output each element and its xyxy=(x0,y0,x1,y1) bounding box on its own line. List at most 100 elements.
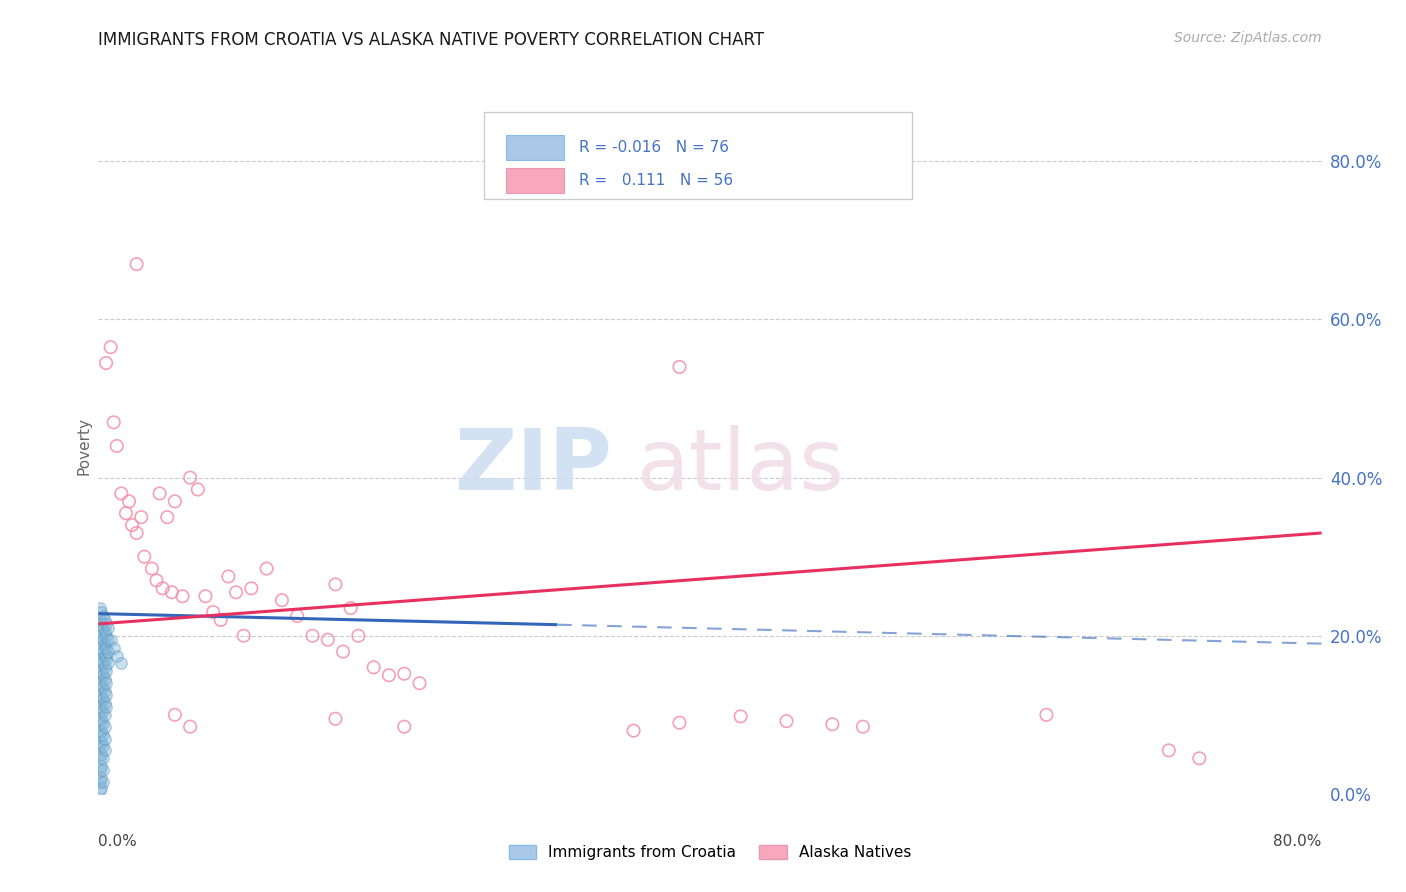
Point xyxy=(91,692,114,706)
Text: ZIP: ZIP xyxy=(454,425,612,508)
Text: 80.0%: 80.0% xyxy=(1274,834,1322,848)
Point xyxy=(91,621,114,635)
Point xyxy=(668,715,690,730)
Point xyxy=(89,621,111,635)
Point xyxy=(89,668,111,682)
Point xyxy=(100,632,122,647)
Point xyxy=(89,739,111,754)
Point xyxy=(89,644,111,658)
Point xyxy=(91,775,114,789)
Text: R =   0.111   N = 56: R = 0.111 N = 56 xyxy=(579,173,734,188)
Point xyxy=(105,439,128,453)
Point xyxy=(97,632,120,647)
Point xyxy=(256,561,278,575)
Point xyxy=(187,483,209,497)
Point xyxy=(89,763,111,777)
Point xyxy=(89,715,111,730)
Point xyxy=(392,666,416,681)
Point xyxy=(93,684,115,698)
Point xyxy=(91,644,114,658)
Point xyxy=(1188,751,1211,765)
Point xyxy=(90,676,112,690)
Point xyxy=(125,257,148,271)
Point xyxy=(91,751,114,765)
Point xyxy=(93,660,115,674)
Point xyxy=(93,720,115,734)
Point xyxy=(97,644,120,658)
Point xyxy=(730,709,752,723)
Point xyxy=(90,629,112,643)
Point xyxy=(156,510,179,524)
Point xyxy=(90,771,112,785)
Point xyxy=(89,728,111,742)
Point xyxy=(93,648,115,663)
Point xyxy=(90,605,112,619)
Point xyxy=(89,601,111,615)
Point xyxy=(115,506,138,520)
Point xyxy=(97,621,120,635)
Point xyxy=(93,743,115,757)
Point xyxy=(91,704,114,718)
Point xyxy=(121,518,143,533)
Point xyxy=(285,609,308,624)
Point xyxy=(91,739,114,754)
Point xyxy=(94,699,117,714)
Point xyxy=(91,657,114,671)
Point xyxy=(93,731,115,746)
Text: 0.0%: 0.0% xyxy=(98,834,138,848)
Point xyxy=(89,680,111,694)
Point xyxy=(91,763,114,777)
Point xyxy=(179,720,201,734)
Point xyxy=(392,720,416,734)
Y-axis label: Poverty: Poverty xyxy=(76,417,91,475)
Point xyxy=(209,613,232,627)
Point xyxy=(408,676,430,690)
Point xyxy=(91,715,114,730)
Point xyxy=(94,688,117,702)
Point xyxy=(90,699,112,714)
Point xyxy=(141,561,163,575)
Point xyxy=(94,640,117,655)
Point xyxy=(240,582,263,596)
Point xyxy=(145,574,167,588)
Point xyxy=(93,624,115,639)
Point xyxy=(316,632,339,647)
Point xyxy=(90,640,112,655)
Point xyxy=(160,585,183,599)
Point xyxy=(90,747,112,762)
Point xyxy=(91,728,114,742)
Point xyxy=(89,613,111,627)
Point xyxy=(270,593,292,607)
Text: Source: ZipAtlas.com: Source: ZipAtlas.com xyxy=(1174,31,1322,45)
Text: atlas: atlas xyxy=(637,425,845,508)
Point xyxy=(94,629,117,643)
Point xyxy=(129,510,152,524)
Point xyxy=(149,486,172,500)
Point xyxy=(775,714,797,728)
Point xyxy=(172,589,194,603)
Point xyxy=(89,751,111,765)
Point xyxy=(325,577,347,591)
Point xyxy=(217,569,239,583)
Point xyxy=(93,613,115,627)
Point xyxy=(332,644,354,658)
Point xyxy=(668,359,690,374)
Point xyxy=(89,632,111,647)
Point xyxy=(90,665,112,679)
Point xyxy=(163,707,186,722)
Point xyxy=(100,340,122,354)
FancyBboxPatch shape xyxy=(506,169,564,194)
Point xyxy=(110,657,132,671)
Point xyxy=(105,648,128,663)
Text: R = -0.016   N = 76: R = -0.016 N = 76 xyxy=(579,140,730,155)
Point xyxy=(90,759,112,773)
Point xyxy=(103,640,125,655)
Point xyxy=(363,660,385,674)
Point xyxy=(163,494,186,508)
Point xyxy=(93,707,115,722)
Point xyxy=(90,712,112,726)
Point xyxy=(339,601,361,615)
Point xyxy=(94,616,117,631)
Point xyxy=(118,494,141,508)
Point xyxy=(91,680,114,694)
